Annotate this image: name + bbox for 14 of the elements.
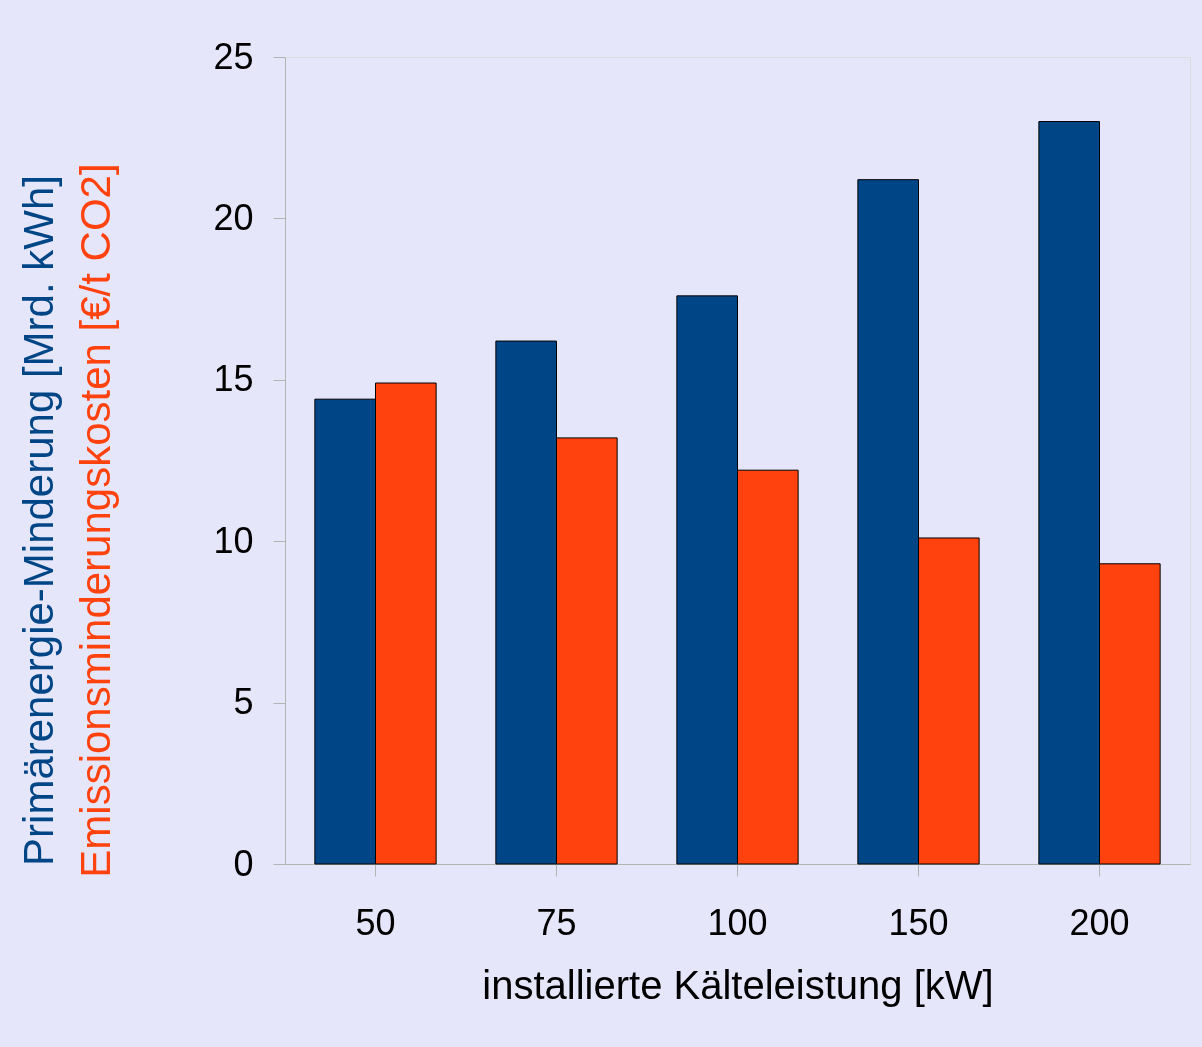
x-tick-label: 150 xyxy=(888,901,949,943)
y-tick-label: 20 xyxy=(213,196,254,238)
x-tick-label: 75 xyxy=(536,901,577,943)
x-tick-label: 100 xyxy=(707,901,768,943)
text: Emissionsminderungskosten [€/t CO2] xyxy=(72,163,119,878)
y-tick-label: 25 xyxy=(213,35,254,77)
y-tick-label: 15 xyxy=(213,358,254,400)
x-axis-title: installierte Kälteleistung [kW] xyxy=(482,962,994,1007)
y-tick-label: 10 xyxy=(213,519,254,561)
y-tick-label: 0 xyxy=(233,842,254,884)
x-tick-label: 50 xyxy=(355,901,396,943)
text: Primärenergie-Minderung [Mrd. kWh] xyxy=(15,175,62,866)
x-tick-label: 200 xyxy=(1069,901,1130,943)
y-tick-label: 5 xyxy=(233,681,254,723)
